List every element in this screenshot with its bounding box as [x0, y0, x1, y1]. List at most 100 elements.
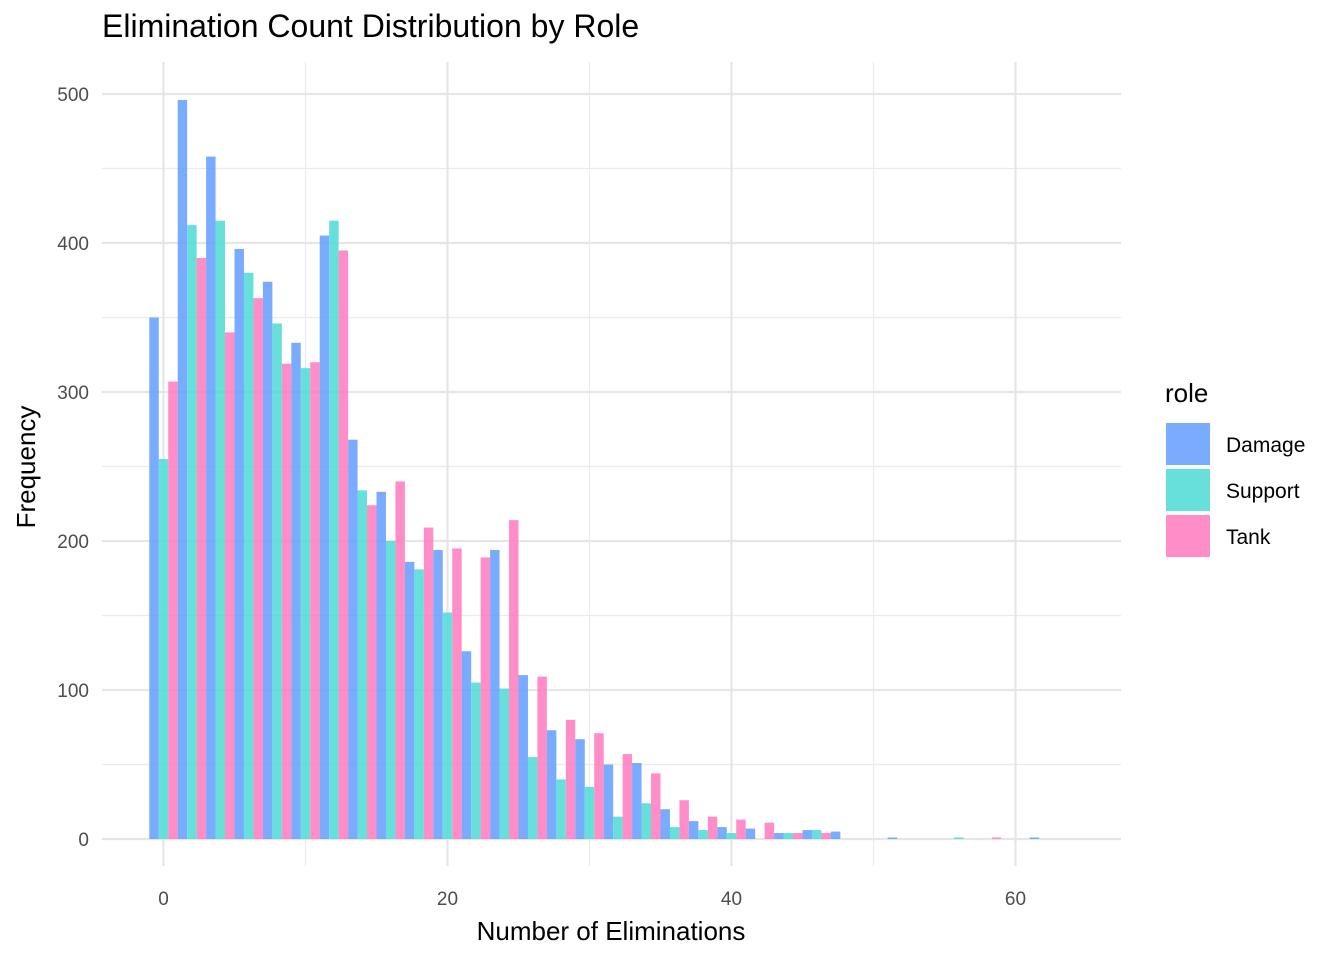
- bar-damage: [774, 833, 784, 839]
- bar-support: [556, 779, 566, 839]
- bar-support: [698, 830, 708, 839]
- bar-support: [187, 225, 197, 839]
- bar-tank: [281, 363, 292, 839]
- x-axis-title: Number of Eliminations: [477, 916, 746, 946]
- legend-key-damage: [1166, 423, 1210, 465]
- bar-support: [811, 830, 822, 839]
- bar-damage: [291, 342, 301, 839]
- bar-tank: [622, 754, 633, 839]
- bar-tank: [793, 833, 803, 839]
- bar-damage: [802, 830, 812, 839]
- bar-support: [726, 833, 737, 839]
- bar-support: [584, 786, 595, 839]
- bar-damage: [660, 809, 670, 839]
- bar-damage: [546, 730, 557, 839]
- x-tick-label: 20: [437, 889, 458, 910]
- bar-tank: [338, 250, 349, 839]
- x-tick-label: 0: [158, 889, 169, 910]
- bar-damage: [376, 491, 386, 839]
- bar-support: [385, 541, 396, 839]
- legend-label-support: Support: [1226, 480, 1300, 503]
- bar-tank: [764, 822, 775, 839]
- bar-support: [641, 803, 652, 839]
- bar-tank: [480, 557, 491, 839]
- bar-damage: [433, 549, 443, 839]
- x-tick-label: 40: [721, 889, 742, 910]
- bar-damage: [887, 837, 898, 839]
- bar-damage: [177, 99, 188, 839]
- bars: [149, 99, 1040, 840]
- bar-support: [243, 272, 254, 839]
- bar-support: [329, 220, 339, 839]
- bar-support: [783, 833, 794, 839]
- bar-support: [414, 569, 424, 839]
- bar-damage: [603, 764, 614, 839]
- bar-damage: [717, 827, 727, 839]
- y-tick-label: 300: [57, 383, 89, 404]
- tick-labels: 0 20 40 60 0 100 200 300 400 500: [57, 85, 1026, 910]
- bar-damage: [461, 651, 472, 839]
- y-tick-label: 500: [57, 85, 89, 106]
- bar-support: [442, 612, 453, 839]
- bar-support: [272, 323, 282, 840]
- bar-damage: [490, 549, 500, 839]
- bar-support: [357, 490, 368, 839]
- y-tick-label: 0: [78, 830, 89, 851]
- y-tick-label: 100: [57, 681, 89, 702]
- bar-damage: [575, 739, 585, 839]
- bar-damage: [262, 281, 273, 839]
- y-tick-label: 200: [57, 532, 89, 553]
- bar-damage: [1029, 837, 1040, 839]
- bar-damage: [404, 561, 415, 839]
- bar-support: [613, 816, 623, 839]
- bar-damage: [632, 763, 642, 839]
- bar-tank: [537, 676, 547, 839]
- bar-support: [471, 682, 481, 839]
- bar-tank: [196, 257, 207, 839]
- bar-support: [669, 827, 680, 839]
- x-tick-label: 60: [1005, 889, 1026, 910]
- bar-tank: [736, 819, 746, 839]
- bar-damage: [348, 439, 358, 839]
- bar-tank: [225, 332, 235, 839]
- bar-support: [215, 220, 226, 839]
- bar-support: [499, 688, 510, 839]
- bar-damage: [206, 156, 216, 839]
- bar-support: [527, 757, 538, 839]
- bar-tank: [679, 800, 689, 839]
- legend-title: role: [1165, 378, 1208, 408]
- bar-damage: [234, 248, 244, 839]
- legend-key-tank: [1166, 515, 1210, 557]
- legend: role Damage Support Tank: [1165, 378, 1305, 557]
- bar-tank: [651, 773, 661, 839]
- bar-tank: [707, 816, 718, 839]
- bar-damage: [745, 828, 756, 839]
- bar-damage: [149, 317, 159, 839]
- bar-tank: [991, 837, 1002, 839]
- chart-title: Elimination Count Distribution by Role: [102, 8, 640, 44]
- bar-tank: [821, 833, 831, 839]
- legend-key-support: [1166, 469, 1210, 511]
- bar-damage: [830, 831, 841, 839]
- bar-tank: [310, 362, 320, 839]
- bar-support: [158, 459, 169, 839]
- bar-support: [300, 368, 311, 839]
- bar-damage: [518, 675, 528, 839]
- bar-damage: [688, 821, 699, 839]
- bar-tank: [565, 719, 576, 839]
- y-tick-label: 400: [57, 234, 89, 255]
- bar-support: [953, 837, 964, 839]
- bar-tank: [395, 481, 405, 839]
- bar-tank: [452, 548, 462, 839]
- y-axis-title: Frequency: [11, 406, 41, 529]
- bar-tank: [509, 520, 519, 839]
- bar-tank: [423, 527, 434, 839]
- bar-tank: [168, 381, 178, 839]
- bar-damage: [319, 235, 330, 840]
- bar-tank: [367, 505, 377, 839]
- bar-tank: [594, 733, 604, 839]
- bar-tank: [253, 298, 263, 839]
- legend-label-tank: Tank: [1226, 526, 1271, 549]
- legend-label-damage: Damage: [1226, 434, 1305, 457]
